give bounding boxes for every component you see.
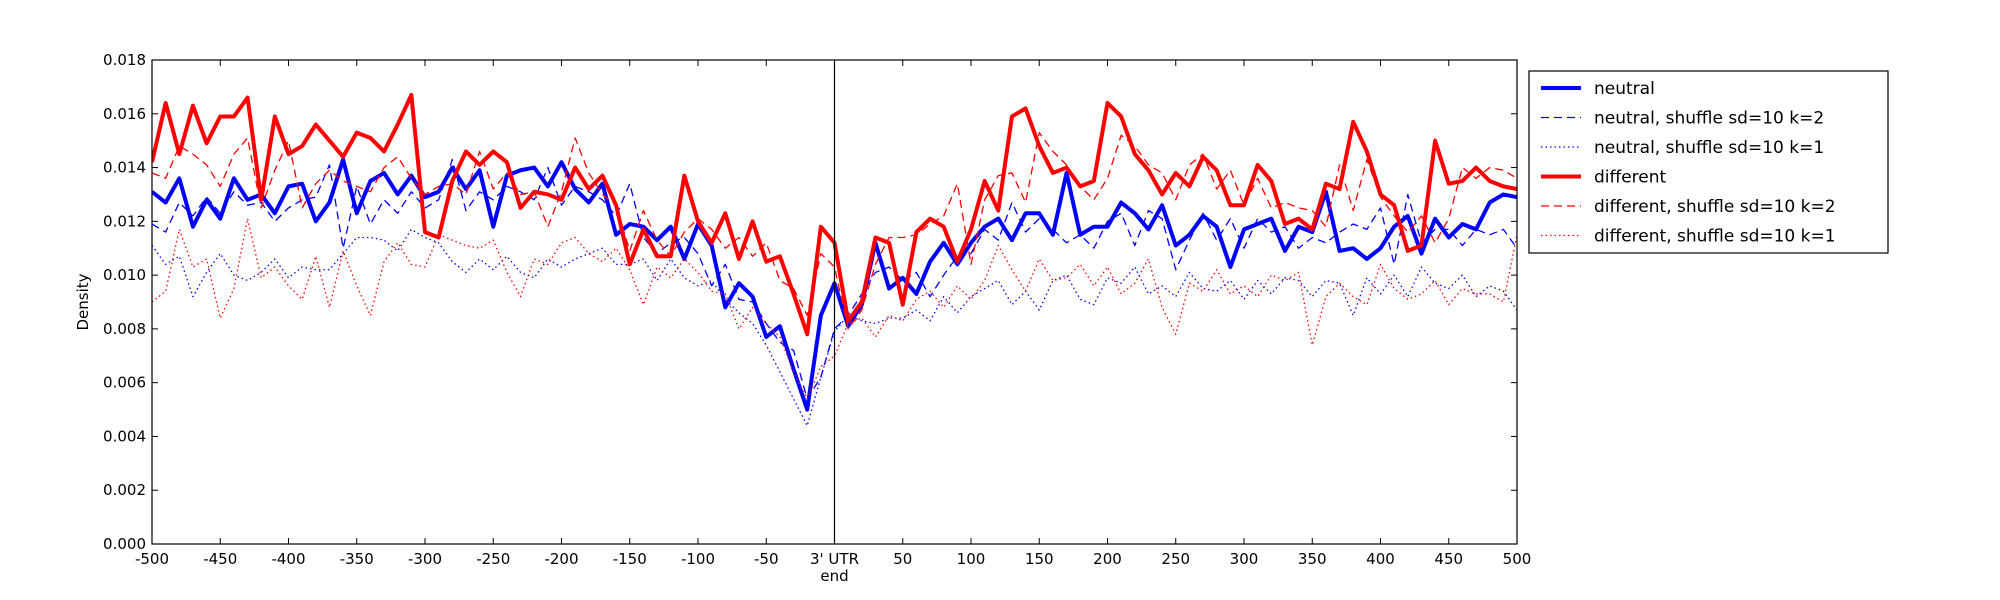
legend-label: different: [1594, 168, 1667, 188]
y-tick-label: 0.002: [103, 481, 146, 499]
x-tick-label: 150: [1025, 550, 1054, 568]
x-tick-label: 200: [1093, 550, 1122, 568]
series-line-different-shuffle-sd-10-k-1: [152, 217, 1517, 400]
y-tick-label: 0.000: [103, 535, 146, 553]
x-axis-sublabel: end: [820, 567, 848, 585]
x-tick-label: -300: [408, 550, 442, 568]
legend-box: [1528, 70, 1889, 254]
x-tick-label: 300: [1230, 550, 1259, 568]
x-tick-label: 250: [1161, 550, 1190, 568]
y-tick-label: 0.014: [103, 159, 146, 177]
y-axis-label: Density: [74, 273, 92, 330]
x-tick-label: -450: [203, 550, 237, 568]
y-tick-label: 0.008: [103, 320, 146, 338]
x-tick-label: 500: [1503, 550, 1532, 568]
y-tick-label: 0.004: [103, 427, 146, 445]
x-tick-label: 350: [1298, 550, 1327, 568]
x-tick-label: -350: [340, 550, 374, 568]
x-tick-label: -50: [754, 550, 779, 568]
x-tick-label: -250: [476, 550, 510, 568]
x-tick-label: -500: [135, 550, 169, 568]
y-tick-label: 0.018: [103, 51, 146, 69]
legend: neutral neutral, shuffle sd=10 k=2 neutral…: [1528, 70, 1889, 254]
legend-label: neutral: [1594, 79, 1655, 99]
y-tick-label: 0.006: [103, 374, 146, 392]
x-tick-label: 3' UTR: [810, 550, 859, 568]
x-tick-label: 100: [957, 550, 986, 568]
x-tick-label: -150: [613, 550, 647, 568]
x-tick-label: 400: [1366, 550, 1395, 568]
x-tick-label: 450: [1434, 550, 1463, 568]
series-line-neutral-shuffle-sd-10-k-2: [152, 158, 1517, 400]
y-tick-label: 0.016: [103, 105, 146, 123]
x-tick-label: 50: [893, 550, 912, 568]
x-tick-label: -200: [544, 550, 578, 568]
series-line-neutral-shuffle-sd-10-k-1: [152, 228, 1517, 427]
legend-label: different, shuffle sd=10 k=2: [1594, 197, 1836, 217]
legend-label: neutral, shuffle sd=10 k=1: [1594, 138, 1824, 158]
series-line-different-shuffle-sd-10-k-2: [152, 131, 1517, 330]
y-tick-label: 0.010: [103, 266, 146, 284]
y-tick-label: 0.012: [103, 212, 146, 230]
legend-label: neutral, shuffle sd=10 k=2: [1594, 109, 1824, 129]
x-axis: -500 -450 -400 -350 -300 -250 -200 -150 -100 -50 3…: [135, 60, 1531, 568]
y-axis: 0.000 0.002 0.004 0.006 0.008 0.010 0.012 0.014…: [103, 51, 1517, 553]
x-tick-label: -400: [271, 550, 305, 568]
legend-label: different, shuffle sd=10 k=1: [1594, 227, 1836, 247]
x-tick-label: -100: [681, 550, 715, 568]
